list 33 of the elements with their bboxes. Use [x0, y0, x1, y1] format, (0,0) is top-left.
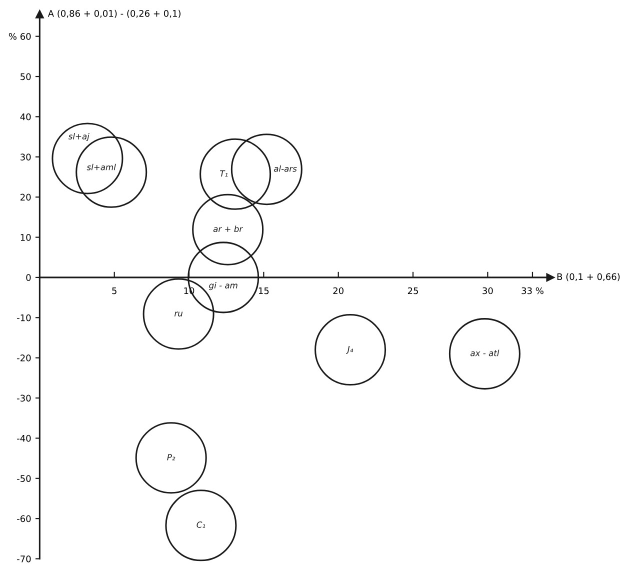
- x-tick-label: 20: [333, 287, 344, 294]
- y-tick-label: 40: [20, 113, 31, 120]
- y-tick-label: 20: [20, 194, 31, 201]
- annotation: al-ars: [274, 165, 297, 172]
- y-tick-label: -30: [17, 394, 31, 402]
- y-tick-label: 10: [20, 234, 31, 241]
- x-axis-title: B (0,1 + 0,66): [557, 273, 620, 282]
- y-axis-title: A (0,86 + 0,01) - (0,26 + 0,1): [48, 10, 180, 18]
- x-tick-label: 33 %: [522, 287, 544, 294]
- annotation: sl+aj: [68, 132, 90, 142]
- y-tick-label: 0: [26, 274, 31, 282]
- y-tick-label: 50: [20, 73, 31, 80]
- annotation: gi - am: [209, 282, 238, 290]
- x-tick-label: 25: [408, 287, 418, 294]
- x-tick-label: 5: [112, 287, 116, 294]
- y-tick-label: -50: [17, 475, 31, 482]
- annotation: C₁: [196, 522, 206, 528]
- annotation: ar + br: [213, 226, 244, 232]
- annotation: J₄: [346, 346, 354, 354]
- annotation: sl+aml: [86, 164, 116, 170]
- annotation: P₂: [167, 454, 176, 460]
- y-tick-label: 30: [20, 154, 31, 160]
- x-tick-label: 15: [258, 287, 269, 294]
- annotation: ru: [174, 312, 183, 316]
- annotation: ax - atl: [470, 350, 500, 356]
- x-tick-label: 30: [482, 287, 493, 294]
- y-tick-label: -60: [17, 515, 31, 522]
- annotation: T₁: [220, 170, 228, 176]
- y-tick-label: -10: [17, 314, 31, 322]
- y-tick-label: -40: [17, 434, 31, 442]
- y-tick-label: -20: [17, 354, 31, 362]
- y-tick-label: -70: [17, 555, 31, 562]
- y-tick-label: % 60: [8, 33, 31, 40]
